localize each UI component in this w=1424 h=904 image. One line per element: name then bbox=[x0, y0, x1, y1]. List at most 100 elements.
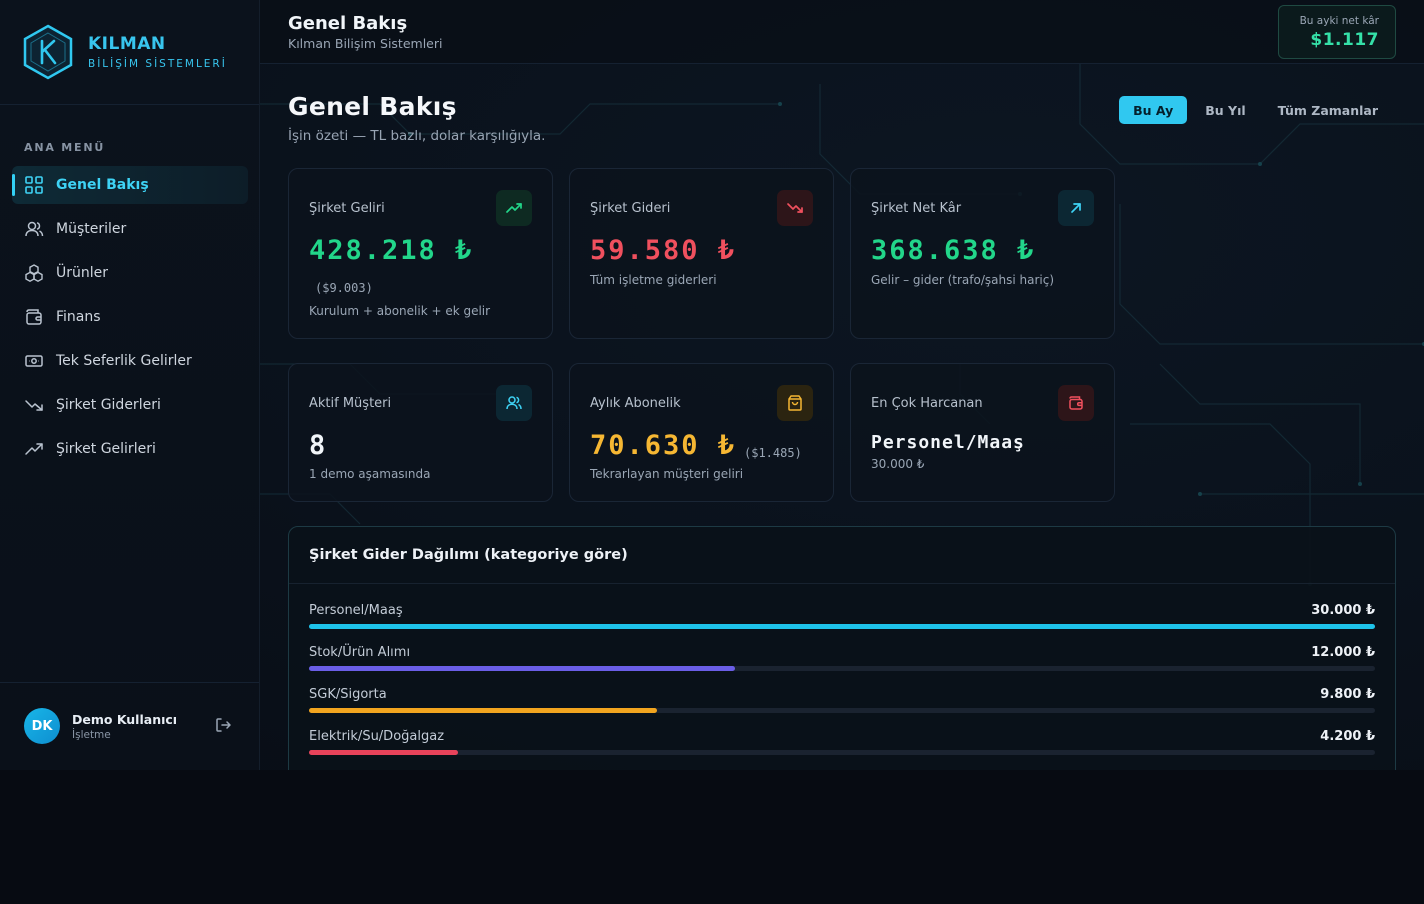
app-window: KILMAN BİLİŞİM SİSTEMLERİ ANA MENÜ Genel… bbox=[0, 0, 1424, 876]
trending-up-icon bbox=[496, 190, 532, 226]
card-note: Gelir – gider (trafo/şahsi hariç) bbox=[871, 273, 1055, 287]
brand[interactable]: KILMAN BİLİŞİM SİSTEMLERİ bbox=[22, 24, 227, 80]
sidebar-item-sirket-giderleri[interactable]: Şirket Giderleri bbox=[12, 386, 248, 424]
sidebar-item-label: Tek Seferlik Gelirler bbox=[56, 353, 192, 369]
category-value: 30.000 ₺ bbox=[1311, 603, 1375, 618]
progress-track bbox=[309, 750, 1375, 755]
users-icon bbox=[25, 221, 44, 237]
card-note: Tekrarlayan müşteri geliri bbox=[590, 467, 744, 481]
progress-bar bbox=[309, 750, 459, 755]
banknote-icon bbox=[25, 355, 43, 367]
trending-down-icon bbox=[777, 190, 813, 226]
card-usd-value: ($1.485) bbox=[744, 446, 802, 460]
header-subtitle: Kılman Bilişim Sistemleri bbox=[288, 36, 443, 51]
card-company-net-profit: Şirket Net Kâr 368.638 ₺ Gelir – gider (… bbox=[850, 168, 1115, 339]
card-monthly-subscription: Aylık Abonelik 70.630 ₺ ($1.485) Tekrarl… bbox=[569, 363, 834, 502]
user-profile: DK Demo Kullanıcı İşletme bbox=[24, 708, 236, 744]
page-title: Genel Bakış bbox=[288, 92, 457, 121]
category-value: 9.800 ₺ bbox=[1320, 687, 1375, 702]
page-background bbox=[0, 770, 1424, 904]
progress-bar bbox=[309, 666, 736, 671]
card-title: Şirket Gideri bbox=[590, 201, 671, 216]
user-name: Demo Kullanıcı bbox=[72, 711, 178, 727]
card-value: 59.580 ₺ bbox=[590, 235, 737, 266]
logout-icon[interactable] bbox=[214, 716, 232, 734]
sidebar-item-urunler[interactable]: Ürünler bbox=[12, 254, 248, 292]
card-note: 30.000 ₺ bbox=[871, 457, 925, 471]
progress-bar bbox=[309, 708, 658, 713]
distribution-row: Personel/Maaş 30.000 ₺ bbox=[309, 603, 1375, 641]
boxes-icon bbox=[25, 264, 43, 282]
tab-bu-yil[interactable]: Bu Yıl bbox=[1205, 102, 1246, 118]
sidebar-item-finans[interactable]: Finans bbox=[12, 298, 248, 336]
sidebar-item-label: Müşteriler bbox=[56, 221, 127, 237]
profit-value: $1.117 bbox=[1310, 30, 1379, 50]
sidebar-item-label: Şirket Gelirleri bbox=[56, 441, 156, 457]
card-note: 1 demo aşamasında bbox=[309, 467, 431, 481]
tab-bu-ay[interactable]: Bu Ay bbox=[1119, 96, 1188, 124]
card-title: Şirket Geliri bbox=[309, 201, 385, 216]
period-tabs: Bu Ay Bu Yıl Tüm Zamanlar bbox=[1119, 96, 1392, 124]
category-name: Elektrik/Su/Doğalgaz bbox=[309, 729, 445, 744]
distribution-row: Elektrik/Su/Doğalgaz 4.200 ₺ bbox=[309, 729, 1375, 767]
users-icon bbox=[496, 385, 532, 421]
tab-tum-zamanlar[interactable]: Tüm Zamanlar bbox=[1277, 102, 1378, 118]
brand-name: KILMAN bbox=[88, 34, 166, 54]
monthly-profit-badge: Bu ayki net kâr $1.117 bbox=[1278, 5, 1396, 59]
card-top-spending: En Çok Harcanan Personel/Maaş 30.000 ₺ bbox=[850, 363, 1115, 502]
card-usd-value: ($9.003) bbox=[315, 281, 373, 295]
profit-label: Bu ayki net kâr bbox=[1299, 15, 1379, 27]
hexagon-logo-icon bbox=[23, 24, 73, 80]
divider bbox=[0, 104, 259, 105]
card-value: Personel/Maaş bbox=[871, 432, 1025, 453]
page-subtitle: İşin özeti — TL bazlı, dolar karşılığıyl… bbox=[288, 128, 546, 144]
sidebar-item-sirket-gelirleri[interactable]: Şirket Gelirleri bbox=[12, 430, 248, 468]
card-company-revenue: Şirket Geliri 428.218 ₺ ($9.003) Kurulum… bbox=[288, 168, 553, 339]
menu-section-label: ANA MENÜ bbox=[24, 141, 106, 154]
card-note: Kurulum + abonelik + ek gelir bbox=[309, 304, 491, 318]
sidebar-item-tek-seferlik-gelirler[interactable]: Tek Seferlik Gelirler bbox=[12, 342, 248, 380]
panel-title: Şirket Gider Dağılımı (kategoriye göre) bbox=[309, 547, 628, 563]
progress-track bbox=[309, 624, 1375, 629]
top-header: Genel Bakış Kılman Bilişim Sistemleri Bu… bbox=[260, 0, 1424, 64]
card-title: Aylık Abonelik bbox=[590, 396, 681, 411]
category-value: 12.000 ₺ bbox=[1311, 645, 1375, 660]
progress-bar bbox=[309, 624, 1375, 629]
user-role: İşletme bbox=[72, 728, 111, 741]
card-title: Aktif Müşteri bbox=[309, 396, 392, 411]
sidebar: KILMAN BİLİŞİM SİSTEMLERİ ANA MENÜ Genel… bbox=[0, 0, 260, 770]
divider bbox=[289, 583, 1395, 584]
avatar[interactable]: DK bbox=[24, 708, 60, 744]
sidebar-item-musteriler[interactable]: Müşteriler bbox=[12, 210, 248, 248]
sidebar-item-label: Genel Bakış bbox=[56, 177, 149, 193]
wallet-icon bbox=[26, 309, 42, 325]
category-name: Stok/Ürün Alımı bbox=[309, 645, 411, 660]
divider bbox=[0, 682, 259, 683]
category-name: SGK/Sigorta bbox=[309, 687, 387, 702]
card-active-customers: Aktif Müşteri 8 1 demo aşamasında bbox=[288, 363, 553, 502]
trending-down-icon bbox=[25, 400, 43, 411]
header-title: Genel Bakış bbox=[288, 13, 408, 34]
sidebar-menu: Genel Bakış Müşteriler Ürünler Finans Te… bbox=[12, 166, 248, 474]
arrow-up-right-icon bbox=[1058, 190, 1094, 226]
grid-icon bbox=[25, 176, 43, 194]
card-title: Şirket Net Kâr bbox=[871, 201, 962, 216]
sidebar-item-genel-bakis[interactable]: Genel Bakış bbox=[12, 166, 248, 204]
card-company-expense: Şirket Gideri 59.580 ₺ Tüm işletme gider… bbox=[569, 168, 834, 339]
trending-up-icon bbox=[25, 443, 43, 455]
distribution-row: Stok/Ürün Alımı 12.000 ₺ bbox=[309, 645, 1375, 683]
sidebar-item-label: Finans bbox=[56, 309, 101, 325]
progress-track bbox=[309, 666, 1375, 671]
card-value: 428.218 ₺ bbox=[309, 235, 474, 266]
category-value: 4.200 ₺ bbox=[1320, 729, 1375, 744]
progress-track bbox=[309, 708, 1375, 713]
category-name: Personel/Maaş bbox=[309, 603, 403, 618]
brand-subtitle: BİLİŞİM SİSTEMLERİ bbox=[88, 58, 227, 70]
card-value: 8 bbox=[309, 430, 328, 461]
card-note: Tüm işletme giderleri bbox=[590, 273, 717, 287]
shopping-bag-icon bbox=[777, 385, 813, 421]
distribution-row: SGK/Sigorta 9.800 ₺ bbox=[309, 687, 1375, 725]
sidebar-item-label: Ürünler bbox=[56, 265, 109, 281]
card-title: En Çok Harcanan bbox=[871, 396, 983, 411]
wallet-icon bbox=[1058, 385, 1094, 421]
